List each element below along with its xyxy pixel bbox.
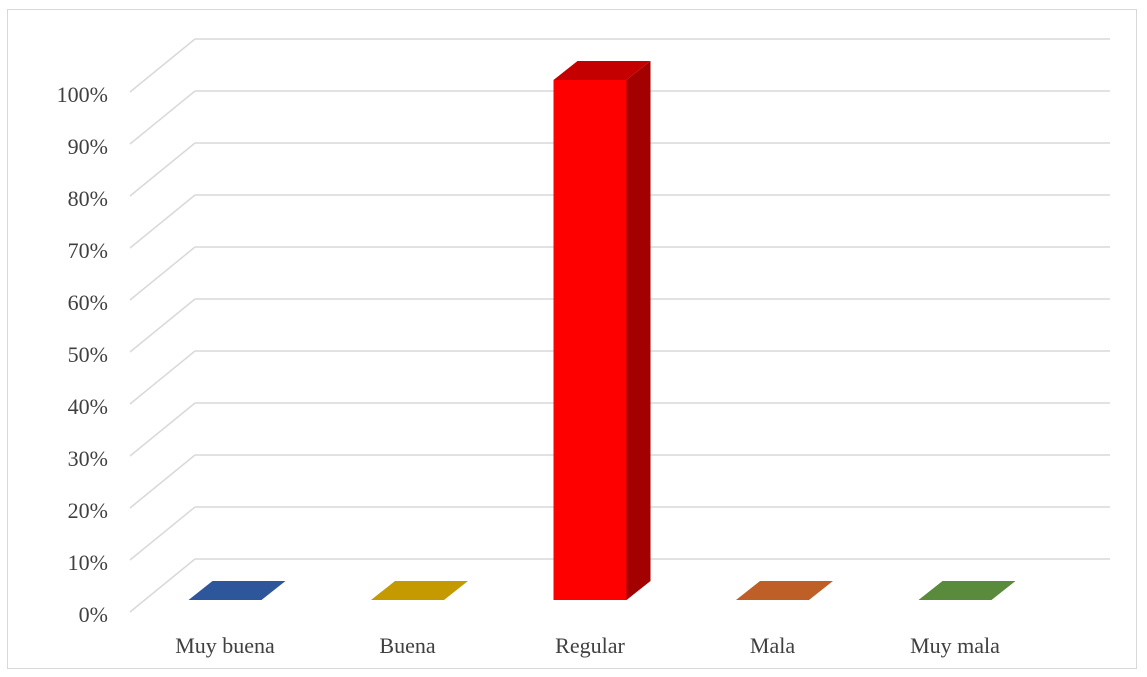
y-tick-label: 0%	[79, 602, 108, 627]
x-category-label: Regular	[555, 633, 625, 658]
x-category-label: Muy mala	[910, 633, 1000, 658]
gridline-diagonal	[129, 402, 196, 457]
gridline-diagonal	[129, 142, 196, 197]
gridline-diagonal	[129, 506, 196, 561]
y-axis-ticks: 0% 10% 20% 30% 40% 50% 60% 70% 80% 90% 100%	[57, 82, 108, 627]
y-tick-label: 90%	[68, 134, 108, 159]
gridline-diagonal	[129, 246, 196, 301]
y-tick-label: 100%	[57, 82, 108, 107]
x-category-label: Mala	[750, 633, 795, 658]
gridline-diagonal	[129, 298, 196, 353]
gridline-diagonal	[129, 38, 196, 93]
gridline-diagonal	[129, 194, 196, 249]
gridline-diagonal	[129, 90, 196, 145]
y-tick-label: 30%	[68, 446, 108, 471]
gridlines	[129, 38, 1110, 613]
y-tick-label: 40%	[68, 394, 108, 419]
x-axis-categories: Muy buena Buena Regular Mala Muy mala	[175, 633, 1000, 658]
y-tick-label: 50%	[68, 342, 108, 367]
gridline-diagonal	[129, 454, 196, 509]
bar	[371, 581, 468, 600]
bar	[188, 581, 286, 600]
bar	[918, 581, 1016, 600]
bars	[188, 61, 1016, 600]
x-category-label: Muy buena	[175, 633, 275, 658]
y-tick-label: 70%	[68, 238, 108, 263]
y-tick-label: 60%	[68, 290, 108, 315]
gridline-diagonal	[129, 558, 196, 613]
y-tick-label: 80%	[68, 186, 108, 211]
y-tick-label: 20%	[68, 498, 108, 523]
x-category-label: Buena	[379, 633, 435, 658]
y-tick-label: 10%	[68, 550, 108, 575]
gridline-diagonal	[129, 350, 196, 405]
bar	[736, 581, 833, 600]
bar	[553, 61, 651, 600]
